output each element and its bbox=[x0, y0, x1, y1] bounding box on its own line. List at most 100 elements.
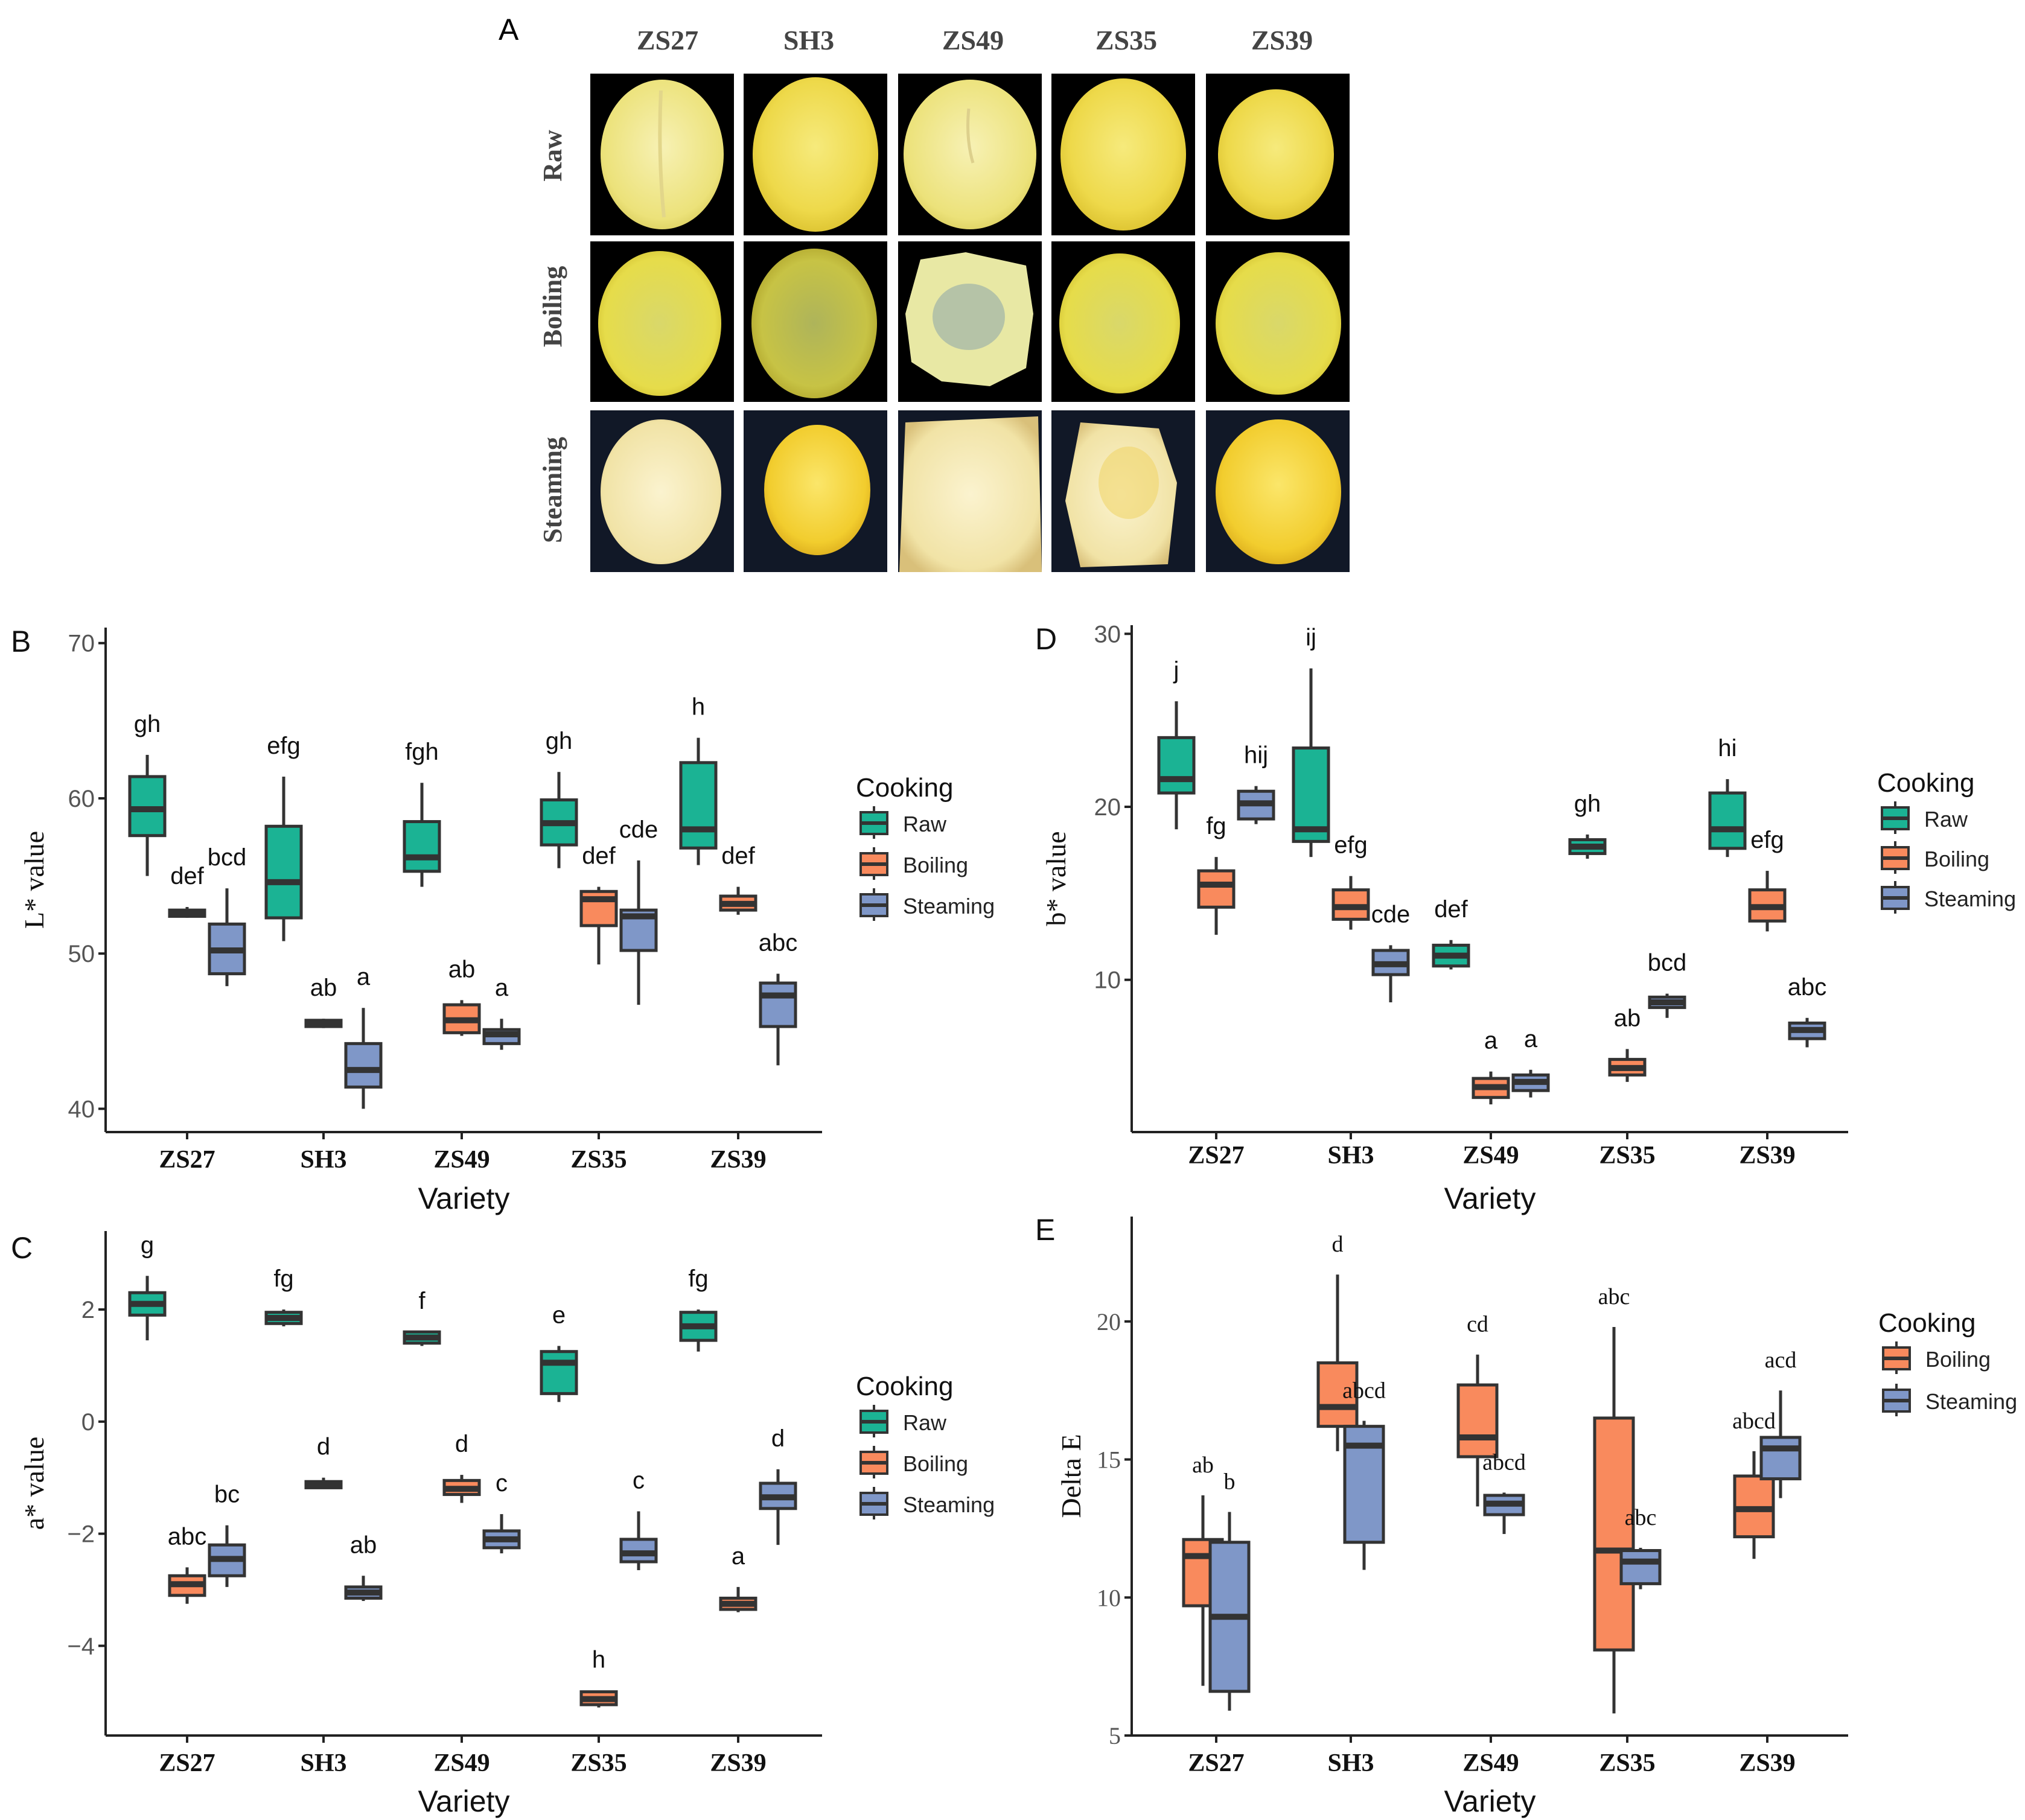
x-axis-label: Variety bbox=[1444, 1182, 1536, 1215]
box-body bbox=[128, 775, 167, 838]
legend-item-raw: Raw bbox=[859, 1405, 947, 1437]
x-tick-label: SH3 bbox=[1327, 1142, 1374, 1169]
photo-row-label: Raw bbox=[538, 130, 567, 182]
legend-item-steaming: Steaming bbox=[859, 888, 995, 921]
significance-label: ab bbox=[1192, 1452, 1214, 1478]
legend: Cooking Raw Boiling Steaming bbox=[1877, 768, 2016, 914]
box-body bbox=[1316, 1361, 1359, 1428]
box-body bbox=[1593, 1416, 1635, 1652]
y-tick-label: 15 bbox=[1097, 1446, 1121, 1474]
box-boiling bbox=[1197, 857, 1236, 935]
significance-label: ab bbox=[350, 1532, 377, 1558]
significance-label: cd bbox=[1467, 1312, 1488, 1337]
box-boiling bbox=[579, 1690, 618, 1708]
box-boiling bbox=[1733, 1451, 1775, 1559]
y-tick-label: 10 bbox=[1097, 1584, 1121, 1611]
box-steaming bbox=[1511, 1069, 1550, 1098]
panel-e-deltae-chart: E 5 10 15 20 Delta E ZS27 SH3 ZS49 ZS35 ZS39 Variet… bbox=[1035, 1213, 2017, 1818]
significance-label: fg bbox=[688, 1265, 708, 1292]
x-tick-label: ZS49 bbox=[433, 1749, 490, 1777]
box-raw bbox=[403, 1330, 441, 1346]
box-body bbox=[1619, 1549, 1662, 1585]
box-steaming bbox=[759, 973, 797, 1066]
photo-boiling-sh3 bbox=[744, 241, 887, 402]
box-body bbox=[344, 1042, 383, 1089]
significance-label: cde bbox=[619, 816, 659, 843]
box-raw bbox=[1292, 668, 1330, 858]
significance-label: hij bbox=[1244, 742, 1268, 769]
significance-label: def bbox=[1434, 896, 1468, 923]
significance-label: bc bbox=[214, 1481, 240, 1508]
panel-c-astar-chart: C −4 −2 0 2 a* value ZS27 SH3 ZS49 ZS35 ZS39 Variet… bbox=[11, 1231, 995, 1818]
panel-a-photo-grid: A ZS27 SH3 ZS49 ZS35 ZS39 Raw Boiling St… bbox=[499, 13, 1350, 572]
box-steaming bbox=[1759, 1390, 1802, 1498]
box-raw bbox=[264, 1309, 303, 1326]
y-tick-label: 10 bbox=[1094, 967, 1121, 994]
box-steaming bbox=[344, 1576, 383, 1602]
box-boiling bbox=[1316, 1274, 1359, 1451]
x-tick-label: ZS27 bbox=[1188, 1142, 1244, 1169]
box-steaming bbox=[1371, 945, 1410, 1002]
significance-label: efg bbox=[1334, 832, 1368, 859]
significance-label: gh bbox=[134, 711, 161, 737]
photo-raw-zs27 bbox=[590, 74, 734, 235]
significance-label: b bbox=[1224, 1469, 1236, 1494]
box-boiling bbox=[1331, 876, 1370, 930]
significance-label: h bbox=[592, 1647, 605, 1673]
box-raw bbox=[1568, 834, 1607, 859]
y-tick-label: −4 bbox=[67, 1633, 95, 1659]
y-tick-label: 50 bbox=[68, 941, 95, 967]
box-body bbox=[679, 761, 718, 850]
y-tick-label: 20 bbox=[1094, 794, 1121, 821]
box-body bbox=[264, 824, 303, 920]
legend-label: Steaming bbox=[1924, 886, 2016, 911]
significance-label: fgh bbox=[405, 739, 439, 765]
significance-label: abc bbox=[168, 1523, 207, 1550]
photo-steaming-zs35 bbox=[1051, 410, 1195, 572]
significance-label: ab bbox=[310, 975, 337, 1001]
box-raw bbox=[128, 1276, 167, 1341]
photo-raw-sh3 bbox=[744, 74, 887, 235]
box-boiling bbox=[1593, 1326, 1635, 1714]
x-axis-label: Variety bbox=[1444, 1784, 1536, 1818]
y-axis-label: Delta E bbox=[1056, 1434, 1086, 1518]
box-steaming bbox=[619, 1511, 658, 1570]
box-raw bbox=[1157, 701, 1196, 830]
significance-label: e bbox=[552, 1302, 566, 1328]
x-axis-label: Variety bbox=[418, 1182, 510, 1215]
significance-label: abc bbox=[1625, 1505, 1657, 1530]
significance-label: ab bbox=[1614, 1005, 1641, 1031]
box-boiling bbox=[1472, 1071, 1510, 1105]
x-tick-label: ZS39 bbox=[710, 1749, 766, 1777]
box-steaming bbox=[759, 1469, 797, 1545]
x-tick-label: ZS49 bbox=[1462, 1749, 1519, 1777]
legend-label: Steaming bbox=[1925, 1389, 2017, 1414]
legend-item-boiling: Boiling bbox=[859, 1446, 968, 1478]
box-body bbox=[1157, 736, 1196, 795]
significance-label: efg bbox=[267, 733, 301, 759]
significance-label: abcd bbox=[1732, 1408, 1776, 1434]
x-tick-label: SH3 bbox=[1327, 1749, 1374, 1777]
significance-label: a bbox=[495, 975, 509, 1001]
significance-label: j bbox=[1173, 657, 1179, 684]
significance-label: f bbox=[418, 1288, 426, 1314]
significance-label: fg bbox=[273, 1265, 293, 1292]
photo-steaming-zs39 bbox=[1206, 410, 1350, 572]
y-axis-label: a* value bbox=[19, 1437, 49, 1530]
significance-label: d bbox=[1332, 1232, 1344, 1257]
y-tick-label: 40 bbox=[68, 1096, 95, 1122]
photo-steaming-zs49 bbox=[898, 410, 1042, 572]
significance-label: g bbox=[141, 1232, 154, 1258]
significance-label: ij bbox=[1306, 625, 1316, 651]
box-steaming bbox=[619, 860, 658, 1005]
photo-column-label: ZS39 bbox=[1251, 25, 1313, 56]
box-raw bbox=[540, 772, 578, 868]
box-steaming bbox=[1648, 993, 1686, 1018]
significance-label: gh bbox=[546, 728, 573, 754]
significance-label: def bbox=[721, 843, 755, 870]
x-tick-label: ZS35 bbox=[1599, 1142, 1655, 1169]
significance-label: bcd bbox=[208, 844, 247, 871]
y-tick-label: 5 bbox=[1109, 1722, 1121, 1749]
box-steaming bbox=[1788, 1017, 1826, 1048]
photo-boiling-zs49 bbox=[898, 241, 1042, 402]
